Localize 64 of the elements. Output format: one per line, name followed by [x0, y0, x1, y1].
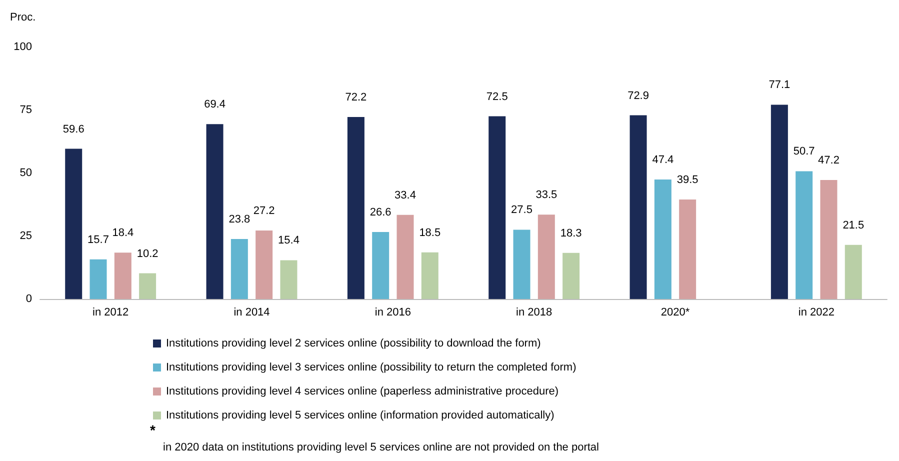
legend-label: Institutions providing level 3 services online (possibility to return the completed form) [166, 362, 576, 374]
data-label: 18.3 [560, 227, 582, 240]
bar [65, 148, 82, 299]
y-tick-label: 75 [20, 104, 32, 116]
bar [513, 230, 530, 299]
data-label: 33.4 [394, 189, 416, 202]
bar [372, 232, 390, 299]
data-label: 10.2 [136, 248, 158, 260]
text: in 2020 data on institutions providing level 5 services online are not provided on the portal [163, 442, 599, 454]
bar [347, 117, 364, 299]
data-label: 72.2 [345, 92, 367, 104]
y-tick-label: 0 [26, 293, 32, 305]
data-label: 47.2 [818, 154, 840, 167]
bar [770, 104, 788, 299]
y-tick-label: 100 [14, 41, 32, 53]
data-label: 21.5 [842, 219, 864, 232]
bar [679, 199, 696, 299]
bar [630, 115, 647, 299]
x-tick-label: in 2016 [374, 306, 411, 318]
y-tick-label: 50 [20, 167, 32, 179]
data-label: 23.8 [228, 214, 250, 226]
bar [538, 214, 555, 299]
bar [820, 180, 838, 299]
bar [796, 171, 813, 299]
x-tick-label: in 2012 [92, 306, 129, 318]
bar [654, 180, 672, 299]
bar [256, 230, 273, 299]
x-tick-label: 2020* [660, 306, 690, 318]
bar [139, 273, 156, 299]
legend-label: Institutions providing level 2 services online (possibility to download the form) [166, 338, 541, 350]
data-label: 72.9 [628, 90, 649, 102]
data-label: 69.4 [204, 98, 226, 111]
bar [230, 239, 248, 299]
bar [114, 252, 132, 299]
data-label: 59.6 [62, 123, 84, 136]
data-label: 18.4 [112, 227, 134, 240]
data-label: 77.1 [768, 79, 790, 92]
x-tick-label: in 2018 [516, 306, 552, 318]
data-label: 18.5 [419, 226, 441, 239]
data-label: 39.5 [676, 174, 698, 186]
data-label: 27.5 [511, 204, 532, 216]
bar [396, 214, 414, 299]
bar [206, 124, 224, 299]
bar [90, 259, 107, 299]
y-axis-title: Proc. [10, 12, 36, 24]
legend-label: Institutions providing level 5 services online (information provided automatically) [166, 410, 554, 422]
data-label: 50.7 [793, 146, 815, 158]
bar [844, 244, 862, 299]
bar [562, 252, 580, 299]
data-label: 33.5 [536, 189, 558, 202]
data-label: 26.6 [370, 206, 392, 218]
legend-label: Institutions providing level 4 services online (paperless administrative procedure) [166, 386, 559, 398]
data-label: 15.7 [88, 234, 109, 246]
bar [421, 252, 438, 299]
data-label: 47.4 [652, 154, 674, 166]
x-tick-label: in 2014 [234, 306, 270, 318]
text: * [150, 422, 156, 438]
x-tick-label: in 2022 [798, 306, 834, 318]
y-tick-label: 25 [20, 230, 32, 242]
data-label: 27.2 [253, 204, 275, 217]
bar [488, 116, 506, 299]
data-label: 15.4 [278, 234, 300, 247]
data-label: 72.5 [486, 90, 508, 103]
bar [280, 260, 298, 299]
